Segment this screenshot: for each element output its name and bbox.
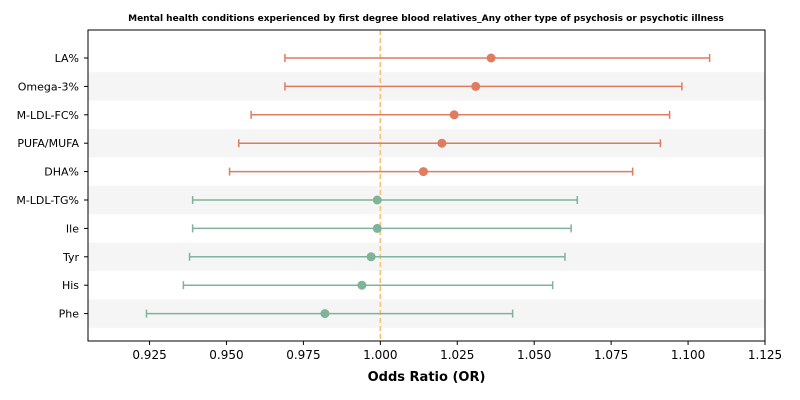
x-axis: 0.925 0.950 0.975 1.000 1.025 1.050 1.075 1.100…	[132, 341, 782, 362]
y-tick-label: Ile	[66, 222, 79, 235]
plot-frame	[87, 29, 766, 342]
x-tick-label: 1.050	[517, 348, 551, 362]
point-estimate	[418, 167, 428, 177]
chart-marks	[145, 53, 711, 319]
point-estimate	[449, 110, 459, 120]
y-tick-label: M-LDL-TG%	[16, 194, 79, 207]
point-estimate	[320, 309, 330, 319]
y-tick-label: LA%	[55, 52, 79, 65]
point-estimate	[366, 252, 376, 262]
x-tick-label: 1.100	[671, 348, 705, 362]
x-tick-label: 0.925	[132, 348, 166, 362]
point-estimate	[471, 81, 481, 91]
x-axis-label: Odds Ratio (OR)	[368, 370, 486, 385]
y-tick-label: DHA%	[44, 166, 79, 179]
chart-title: Mental health conditions experienced by …	[128, 14, 724, 24]
y-tick-label: Omega-3%	[18, 80, 79, 93]
point-estimate	[437, 138, 447, 148]
y-tick-label: His	[62, 279, 79, 292]
point-estimate	[372, 195, 382, 205]
x-tick-label: 1.075	[594, 348, 628, 362]
x-tick-label: 1.025	[440, 348, 474, 362]
x-tick-label: 0.950	[209, 348, 243, 362]
x-tick-label: 0.975	[286, 348, 320, 362]
y-tick-label: M-LDL-FC%	[17, 109, 79, 122]
y-tick-label: PUFA/MUFA	[17, 137, 79, 150]
x-tick-label: 1.000	[363, 348, 397, 362]
y-axis: LA% Omega-3% M-LDL-FC% PUFA/MUFA DHA% M-LDL-T…	[16, 52, 88, 321]
point-estimate	[372, 223, 382, 233]
y-tick-label: Phe	[59, 308, 80, 321]
point-estimate	[486, 53, 496, 63]
point-estimate	[357, 280, 367, 290]
y-tick-label: Tyr	[62, 251, 80, 264]
x-tick-label: 1.125	[748, 348, 782, 362]
